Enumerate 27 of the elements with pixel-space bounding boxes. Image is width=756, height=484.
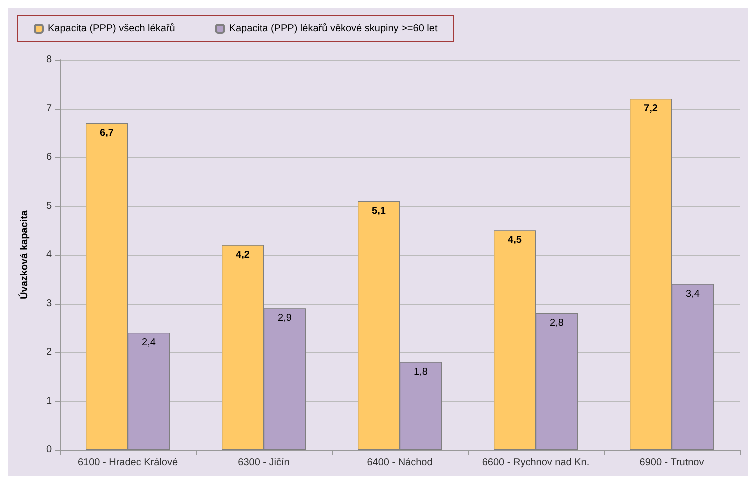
y-tick-label: 5 [46,200,52,212]
data-label: 4,2 [236,250,250,261]
y-tick-label: 3 [46,298,52,310]
y-tick-label: 6 [46,152,52,163]
data-label: 3,4 [686,288,700,300]
y-axis-title: Úvazková kapacita [18,210,30,300]
legend-label: Kapacita (PPP) lékařů věkové skupiny >=60 let [229,22,438,34]
x-tick-label: 6600 - Rychnov nad Kn. [482,458,590,468]
data-label: 4,5 [508,235,522,246]
data-label: 5,1 [372,206,386,217]
data-label: 6,7 [100,128,114,139]
y-tick-label: 4 [46,250,52,260]
x-tick-label: 6900 - Trutnov [640,458,704,468]
data-label: 1,8 [414,366,428,378]
y-tick-label: 8 [46,54,52,66]
data-label: 2,9 [278,313,292,324]
data-label: 7,2 [644,104,658,114]
x-tick-label: 6300 - Jičín [238,458,290,468]
x-tick-label: 6400 - Náchod [367,458,433,468]
data-label: 2,4 [142,338,156,348]
y-tick-label: 7 [46,103,52,114]
data-label: 2,8 [550,318,564,329]
x-tick-label: 6100 - Hradec Králové [78,458,178,468]
legend-label: Kapacita (PPP) všech lékařů [48,22,176,34]
y-tick-label: 2 [46,347,52,358]
y-tick-label: 1 [46,396,52,407]
y-tick-label: 0 [46,444,52,456]
